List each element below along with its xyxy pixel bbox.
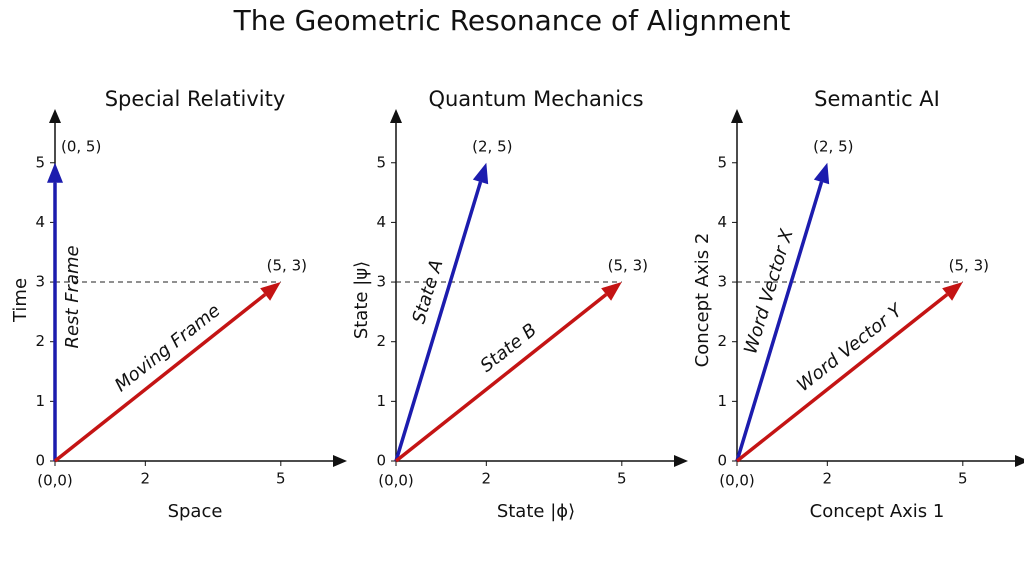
vector-label: Moving Frame xyxy=(111,300,224,396)
vector-label: Rest Frame xyxy=(62,245,83,348)
point-label: (5, 3) xyxy=(267,257,307,275)
subplot-title: Quantum Mechanics xyxy=(428,87,643,111)
y-tick-label: 0 xyxy=(35,452,45,470)
x-axis-arrow xyxy=(674,455,688,467)
vector-shaft xyxy=(735,293,949,463)
vector-head xyxy=(942,282,963,301)
subplot-title: Special Relativity xyxy=(105,87,286,111)
y-tick-label: 4 xyxy=(376,213,386,231)
x-axis-arrow xyxy=(1015,455,1024,467)
y-axis-arrow xyxy=(731,109,743,123)
point-label: (2, 5) xyxy=(813,137,853,155)
vector-arrow xyxy=(735,282,963,463)
vector-arrow xyxy=(53,282,281,463)
vector-head xyxy=(260,282,281,301)
vector-label: State B xyxy=(476,319,541,376)
y-axis-label: Concept Axis 2 xyxy=(692,233,713,368)
x-tick-label: 2 xyxy=(823,470,833,488)
y-tick-label: 3 xyxy=(376,273,386,291)
y-tick-label: 1 xyxy=(717,392,727,410)
vector-arrow xyxy=(394,282,622,463)
vector-shaft xyxy=(735,181,824,462)
point-label: (0, 5) xyxy=(61,137,101,155)
vector-shaft xyxy=(394,293,608,463)
vector-label: Word Vector Y xyxy=(793,299,908,396)
y-axis-arrow xyxy=(390,109,402,123)
y-tick-label: 4 xyxy=(35,213,45,231)
origin-label: (0,0) xyxy=(37,472,73,490)
x-axis-label: Space xyxy=(168,501,223,522)
vector-head xyxy=(813,162,830,185)
y-tick-label: 1 xyxy=(35,392,45,410)
figure-title: The Geometric Resonance of Alignment xyxy=(233,4,791,37)
y-tick-label: 5 xyxy=(717,153,727,171)
vector-arrow xyxy=(394,162,489,462)
point-label: (5, 3) xyxy=(949,257,989,275)
y-tick-label: 3 xyxy=(717,273,727,291)
y-tick-label: 0 xyxy=(717,452,727,470)
vector-shaft xyxy=(394,181,483,462)
y-tick-label: 3 xyxy=(35,273,45,291)
y-tick-label: 5 xyxy=(376,153,386,171)
y-tick-label: 0 xyxy=(376,452,386,470)
vector-arrow xyxy=(47,162,63,461)
y-tick-label: 4 xyxy=(717,213,727,231)
x-tick-label: 5 xyxy=(617,470,627,488)
x-tick-label: 5 xyxy=(958,470,968,488)
x-axis-label: Concept Axis 1 xyxy=(810,501,945,522)
origin-label: (0,0) xyxy=(378,472,414,490)
vector-shaft xyxy=(53,293,267,463)
vector-head xyxy=(472,162,489,185)
y-axis-label: State |ψ⟩ xyxy=(351,261,372,339)
y-tick-label: 5 xyxy=(35,153,45,171)
x-tick-label: 5 xyxy=(276,470,286,488)
origin-label: (0,0) xyxy=(719,472,755,490)
point-label: (2, 5) xyxy=(472,137,512,155)
y-axis-arrow xyxy=(49,109,61,123)
x-tick-label: 2 xyxy=(482,470,492,488)
vector-head xyxy=(47,162,63,183)
y-tick-label: 2 xyxy=(376,332,386,350)
y-axis-label: Time xyxy=(10,278,31,323)
y-tick-label: 2 xyxy=(35,332,45,350)
x-axis-label: State |ϕ⟩ xyxy=(497,501,575,522)
y-tick-label: 1 xyxy=(376,392,386,410)
point-label: (5, 3) xyxy=(608,257,648,275)
vector-arrow xyxy=(735,162,830,462)
x-axis-arrow xyxy=(333,455,347,467)
subplot-title: Semantic AI xyxy=(814,87,940,111)
x-tick-label: 2 xyxy=(141,470,151,488)
vector-head xyxy=(601,282,622,301)
y-tick-label: 2 xyxy=(717,332,727,350)
